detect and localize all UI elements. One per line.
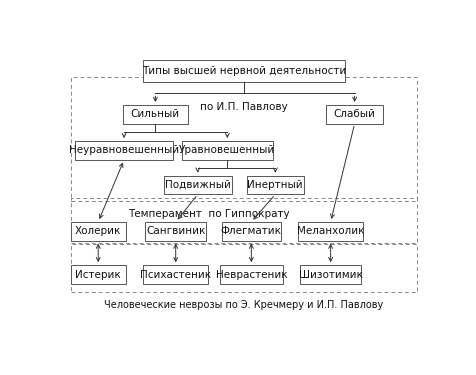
FancyBboxPatch shape: [298, 222, 363, 241]
FancyBboxPatch shape: [123, 105, 188, 124]
Text: Неврастеник: Неврастеник: [216, 270, 287, 279]
FancyBboxPatch shape: [164, 176, 232, 194]
Text: Темперамент  по Гиппократу: Темперамент по Гиппократу: [128, 209, 290, 219]
FancyBboxPatch shape: [220, 265, 283, 284]
FancyBboxPatch shape: [182, 141, 273, 160]
FancyBboxPatch shape: [70, 265, 126, 284]
FancyBboxPatch shape: [222, 222, 281, 241]
FancyBboxPatch shape: [326, 105, 383, 124]
FancyBboxPatch shape: [70, 222, 126, 241]
Text: Подвижный: Подвижный: [165, 180, 231, 190]
Text: Холерик: Холерик: [75, 226, 121, 236]
FancyBboxPatch shape: [142, 60, 346, 82]
Text: Сильный: Сильный: [131, 109, 180, 119]
Text: Слабый: Слабый: [334, 109, 376, 119]
Text: по И.П. Павлову: по И.П. Павлову: [200, 102, 288, 112]
FancyBboxPatch shape: [300, 265, 361, 284]
Text: Флегматик: Флегматик: [221, 226, 282, 236]
FancyBboxPatch shape: [143, 265, 208, 284]
Text: Истерик: Истерик: [75, 270, 121, 279]
Text: Сангвиник: Сангвиник: [146, 226, 205, 236]
Text: Неуравновешенный: Неуравновешенный: [69, 146, 179, 155]
Text: Меланхолик: Меланхолик: [297, 226, 365, 236]
Text: Шизотимик: Шизотимик: [299, 270, 363, 279]
Text: Психастеник: Психастеник: [140, 270, 211, 279]
Text: Инертный: Инертный: [248, 180, 303, 190]
Text: Человеческие неврозы по Э. Кречмеру и И.П. Павлову: Человеческие неврозы по Э. Кречмеру и И.…: [104, 300, 384, 310]
Text: Типы высшей нервной деятельности: Типы высшей нервной деятельности: [142, 66, 346, 76]
FancyBboxPatch shape: [145, 222, 206, 241]
FancyBboxPatch shape: [247, 176, 304, 194]
Text: Уравновешенный: Уравновешенный: [179, 146, 276, 155]
FancyBboxPatch shape: [75, 141, 173, 160]
